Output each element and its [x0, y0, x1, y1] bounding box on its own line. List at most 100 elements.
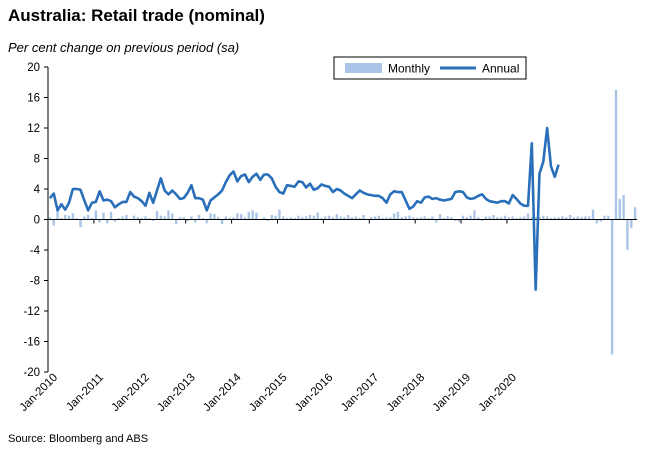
monthly-bar [614, 89, 618, 220]
monthly-bar [148, 217, 151, 220]
x-tick-label: Jan-2011 [64, 372, 106, 414]
monthly-bar [538, 217, 541, 220]
monthly-bar [324, 216, 327, 220]
y-tick-label: -4 [30, 245, 41, 257]
monthly-bar [117, 217, 120, 220]
monthly-bar [519, 217, 522, 220]
legend-monthly-label: Monthly [388, 62, 430, 76]
monthly-bar [350, 217, 354, 220]
monthly-bar [469, 215, 472, 220]
y-tick-label: 8 [34, 154, 40, 166]
monthly-bar [304, 216, 308, 220]
monthly-bar [197, 214, 201, 220]
monthly-bar [572, 217, 576, 220]
monthly-bar [293, 217, 296, 220]
monthly-bar [603, 215, 606, 220]
monthly-bar [630, 219, 633, 228]
monthly-bar [228, 217, 231, 220]
monthly-bar [454, 219, 457, 222]
monthly-bar [595, 219, 599, 224]
monthly-bar [568, 214, 572, 220]
monthly-bar [167, 210, 170, 220]
y-tick-label: -20 [23, 367, 40, 379]
source-note: Source: Bloomberg and ABS [8, 433, 149, 445]
monthly-bar [377, 215, 381, 220]
monthly-bar [446, 216, 449, 220]
monthly-bar [71, 213, 75, 220]
monthly-bar [584, 216, 587, 220]
monthly-bar [565, 217, 568, 220]
monthly-bar [457, 219, 461, 222]
monthly-bar [125, 214, 128, 220]
monthly-bar [392, 213, 396, 220]
monthly-bar [473, 210, 476, 220]
monthly-bar [503, 215, 507, 220]
monthly-bar [610, 219, 614, 355]
x-tick-label: Jan-2015 [247, 372, 289, 414]
monthly-bar [178, 217, 182, 220]
monthly-bar [507, 217, 511, 220]
monthly-bar [201, 217, 205, 220]
monthly-bar [151, 219, 155, 222]
chart-title: Australia: Retail trade (nominal) [8, 6, 265, 25]
monthly-bar [102, 212, 105, 220]
monthly-bar [633, 207, 637, 220]
monthly-bar [262, 217, 266, 220]
monthly-bar [308, 214, 312, 220]
monthly-bar [343, 217, 346, 220]
monthly-bar [415, 217, 419, 220]
monthly-bar [331, 217, 335, 220]
monthly-bar [186, 219, 189, 222]
y-tick-label: 16 [27, 93, 40, 105]
monthly-bar [64, 214, 67, 220]
monthly-bar [301, 217, 304, 220]
monthly-bar [224, 216, 228, 220]
y-tick-label: -8 [30, 276, 40, 288]
x-tick-label: Jan-2016 [293, 372, 335, 414]
monthly-bar [477, 217, 480, 220]
monthly-bar [121, 216, 124, 220]
monthly-bar [626, 219, 629, 250]
monthly-bar [285, 217, 289, 220]
monthly-bar [255, 212, 258, 220]
monthly-bar [155, 211, 159, 220]
monthly-bar [56, 210, 59, 220]
monthly-bar [190, 216, 193, 220]
monthly-bar [106, 219, 109, 224]
annual-line [48, 126, 560, 291]
monthly-bar [60, 217, 63, 220]
monthly-bar [75, 217, 78, 220]
y-tick-label: 12 [27, 123, 40, 135]
monthly-bar [266, 219, 270, 222]
x-tick-label: Jan-2019 [431, 372, 473, 414]
monthly-bar [232, 217, 235, 220]
monthly-bar [136, 217, 140, 220]
monthly-bar [270, 214, 273, 220]
monthly-bar [83, 216, 86, 220]
monthly-bar [236, 213, 239, 220]
monthly-bar [561, 216, 564, 220]
monthly-bar [282, 216, 285, 220]
monthly-bar [213, 214, 216, 220]
monthly-bar [419, 217, 423, 220]
y-tick-label: 0 [34, 215, 40, 227]
monthly-bar [140, 217, 143, 220]
monthly-bar [591, 209, 595, 220]
monthly-bar [431, 216, 434, 220]
monthly-bar [534, 217, 537, 220]
monthly-bar [496, 217, 499, 220]
monthly-bar [327, 215, 331, 220]
monthly-bar [347, 214, 350, 220]
y-tick-label: 20 [27, 62, 40, 74]
monthly-bars [48, 89, 637, 355]
monthly-bar [500, 217, 503, 220]
monthly-bar [484, 216, 488, 220]
monthly-bar [389, 217, 392, 220]
x-tick-label: Jan-2012 [110, 372, 152, 414]
monthly-bar [396, 211, 400, 220]
monthly-bar [67, 215, 71, 220]
monthly-bar [205, 219, 208, 224]
monthly-bar [385, 217, 388, 220]
monthly-bar [243, 217, 247, 220]
